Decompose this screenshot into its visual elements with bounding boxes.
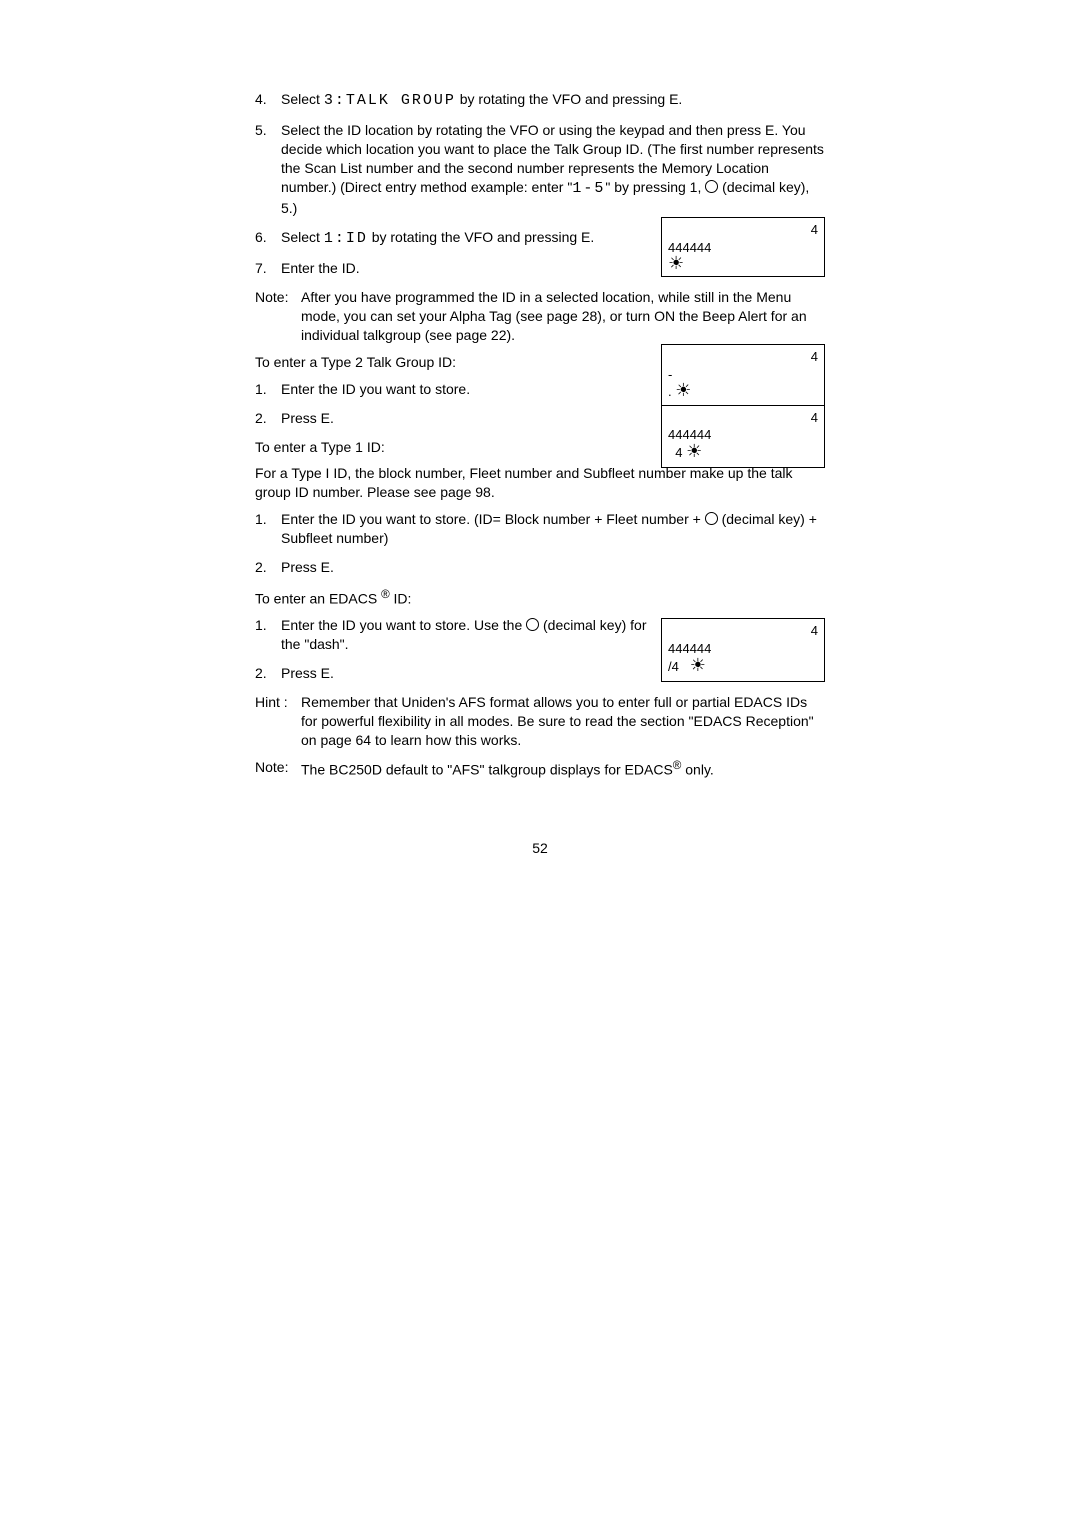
registered-mark: ® [381,588,390,601]
step-text: Enter the ID you want to store. Use the … [281,616,655,654]
fig-line: 444444 [668,239,818,257]
step-number: 6. [255,228,281,249]
step-number: 1. [255,510,281,548]
fig-line: . [668,384,672,399]
lcd-display-figure: 4 444444 /4 ☀ [661,618,825,682]
step-number: 2. [255,664,281,683]
text: Select [281,229,324,245]
hint-text: Remember that Uniden's AFS format allows… [301,693,825,750]
page-number: 52 [255,839,825,858]
step-number: 4. [255,90,281,111]
text: Enter the ID you want to store. Use the [281,617,526,633]
sun-icon: ☀ [686,441,702,461]
text: by rotating the VFO and pressing E. [368,229,594,245]
text: To enter an EDACS [255,591,381,607]
note-label: Note: [255,758,301,780]
step-number: 1. [255,616,281,654]
sun-icon: ☀ [690,655,706,675]
step-number: 1. [255,380,281,399]
decimal-key-icon [705,512,718,525]
step-number: 2. [255,558,281,577]
note-text: After you have programmed the ID in a se… [301,288,825,345]
step-text: Enter the ID you want to store. (ID= Blo… [281,510,825,548]
fig-row: /4 ☀ [668,658,818,676]
lcd-display-figure: 4 444444 ☀ [661,217,825,277]
text: The BC250D default to "AFS" talkgroup di… [301,761,673,777]
fig-line: /4 [668,659,679,674]
decimal-key-icon [526,618,539,631]
fig-line: 4 [668,409,818,427]
text: ID: [390,591,412,607]
fig-line: 4 [668,348,818,366]
decimal-key-icon [705,180,718,193]
step-text: Select the ID location by rotating the V… [281,121,825,218]
hint-label: Hint : [255,693,301,750]
lcd-text: 3:TALK GROUP [324,92,456,109]
section-heading: To enter an EDACS ® ID: [255,587,825,609]
sun-icon: ☀ [675,380,691,400]
fig-line: 4 [675,445,682,460]
fig-row: 4 ☀ [668,444,818,462]
step-number: 5. [255,121,281,218]
fig-line: 4 [668,221,818,239]
step-number: 7. [255,259,281,278]
step-number: 2. [255,409,281,428]
note-text: The BC250D default to "AFS" talkgroup di… [301,758,825,780]
lcd-display-figure: 4 444444 4 ☀ [661,405,825,469]
step-text: Press E. [281,558,825,577]
text: " by pressing 1, [605,179,705,195]
step-text: Select 1:ID by rotating the VFO and pres… [281,228,655,249]
text: only. [681,761,713,777]
text: by rotating the VFO and pressing E. [456,91,682,107]
lcd-text: 1-5 [572,180,605,197]
paragraph: For a Type I ID, the block number, Fleet… [255,464,825,502]
lcd-display-figure: 4 - . ☀ [661,344,825,408]
step-text: Select 3:TALK GROUP by rotating the VFO … [281,90,825,111]
lcd-text: 1:ID [324,230,368,247]
fig-line: 4 [668,622,818,640]
note-label: Note: [255,288,301,345]
text: Select [281,91,324,107]
text: Enter the ID you want to store. (ID= Blo… [281,511,705,527]
fig-row: . ☀ [668,383,818,401]
sun-icon: ☀ [668,256,818,270]
